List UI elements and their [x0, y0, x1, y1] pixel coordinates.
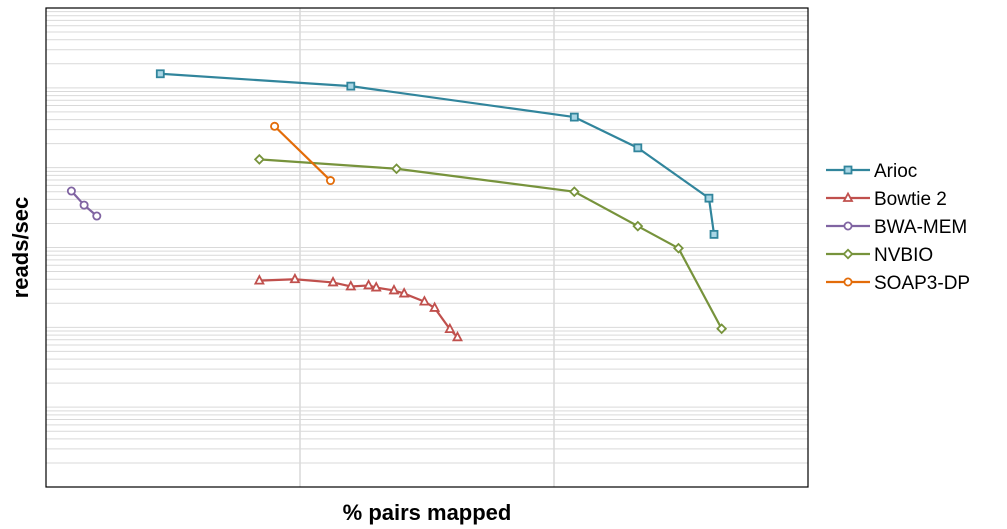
data-point-bowtie-2 [345, 280, 357, 291]
data-point-arioc [346, 81, 356, 91]
legend-marker-bowtie-2 [842, 191, 854, 202]
legend-item-bowtie-2: Bowtie 2 [826, 189, 947, 210]
gridlines [46, 8, 808, 487]
data-point-bowtie-2 [444, 322, 456, 334]
series-layer [66, 69, 728, 342]
data-point-nvbio [391, 163, 402, 175]
data-point-bowtie-2 [398, 287, 410, 298]
series-soap3-dp [270, 121, 335, 186]
y-axis-title: reads/sec [8, 197, 33, 299]
series-line-bowtie-2 [259, 278, 459, 339]
data-point-arioc [569, 112, 579, 122]
data-point-nvbio [568, 186, 580, 198]
data-point-bwa-mem [66, 186, 76, 196]
data-point-bowtie-2 [418, 295, 430, 306]
data-point-bwa-mem [79, 200, 89, 210]
legend-label-bowtie-2: Bowtie 2 [874, 189, 947, 210]
data-point-bowtie-2 [289, 272, 301, 284]
legend-label-nvbio: NVBIO [874, 245, 933, 266]
data-point-bwa-mem [92, 211, 102, 221]
data-point-nvbio [632, 220, 644, 232]
data-point-nvbio [672, 242, 684, 254]
legend-item-soap3-dp: SOAP3-DP [826, 273, 970, 294]
legend-label-soap3-dp: SOAP3-DP [874, 273, 970, 294]
series-line-soap3-dp [273, 125, 332, 182]
series-line-nvbio [259, 158, 723, 330]
series-nvbio [253, 153, 728, 335]
data-point-arioc [704, 193, 714, 203]
legend-label-bwa-mem: BWA-MEM [874, 217, 967, 238]
data-point-bowtie-2 [429, 301, 441, 312]
legend-marker-bwa-mem [843, 221, 853, 231]
data-point-bowtie-2 [370, 281, 382, 292]
series-bwa-mem [66, 186, 102, 221]
data-point-bowtie-2 [327, 276, 339, 287]
data-point-bowtie-2 [363, 279, 375, 290]
data-point-bowtie-2 [451, 330, 463, 342]
data-point-soap3-dp [270, 121, 280, 131]
series-line-arioc [160, 72, 716, 235]
data-point-bowtie-2 [253, 274, 265, 285]
legend-marker-soap3-dp [843, 277, 853, 287]
legend-item-arioc: Arioc [826, 161, 917, 182]
legend-label-arioc: Arioc [874, 161, 917, 182]
data-point-soap3-dp [325, 176, 335, 186]
plot-area-frame [45, 7, 809, 488]
legend-item-nvbio: NVBIO [826, 245, 933, 266]
data-point-nvbio [716, 323, 728, 335]
data-point-bowtie-2 [388, 284, 400, 295]
x-axis-title: % pairs mapped [343, 500, 512, 525]
legend-marker-arioc [843, 165, 853, 175]
series-bowtie-2 [253, 272, 463, 342]
data-point-arioc [155, 69, 165, 79]
legend-item-bwa-mem: BWA-MEM [826, 217, 967, 238]
data-point-arioc [709, 229, 719, 239]
data-point-arioc [633, 143, 643, 153]
legend-marker-nvbio [842, 248, 854, 260]
data-point-nvbio [253, 153, 265, 165]
legend: Arioc Bowtie 2 BWA-MEM NVBIO SOAP3-DP [826, 161, 970, 294]
series-arioc [155, 69, 719, 239]
